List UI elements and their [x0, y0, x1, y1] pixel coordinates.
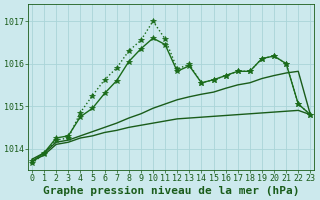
X-axis label: Graphe pression niveau de la mer (hPa): Graphe pression niveau de la mer (hPa) [43, 186, 300, 196]
